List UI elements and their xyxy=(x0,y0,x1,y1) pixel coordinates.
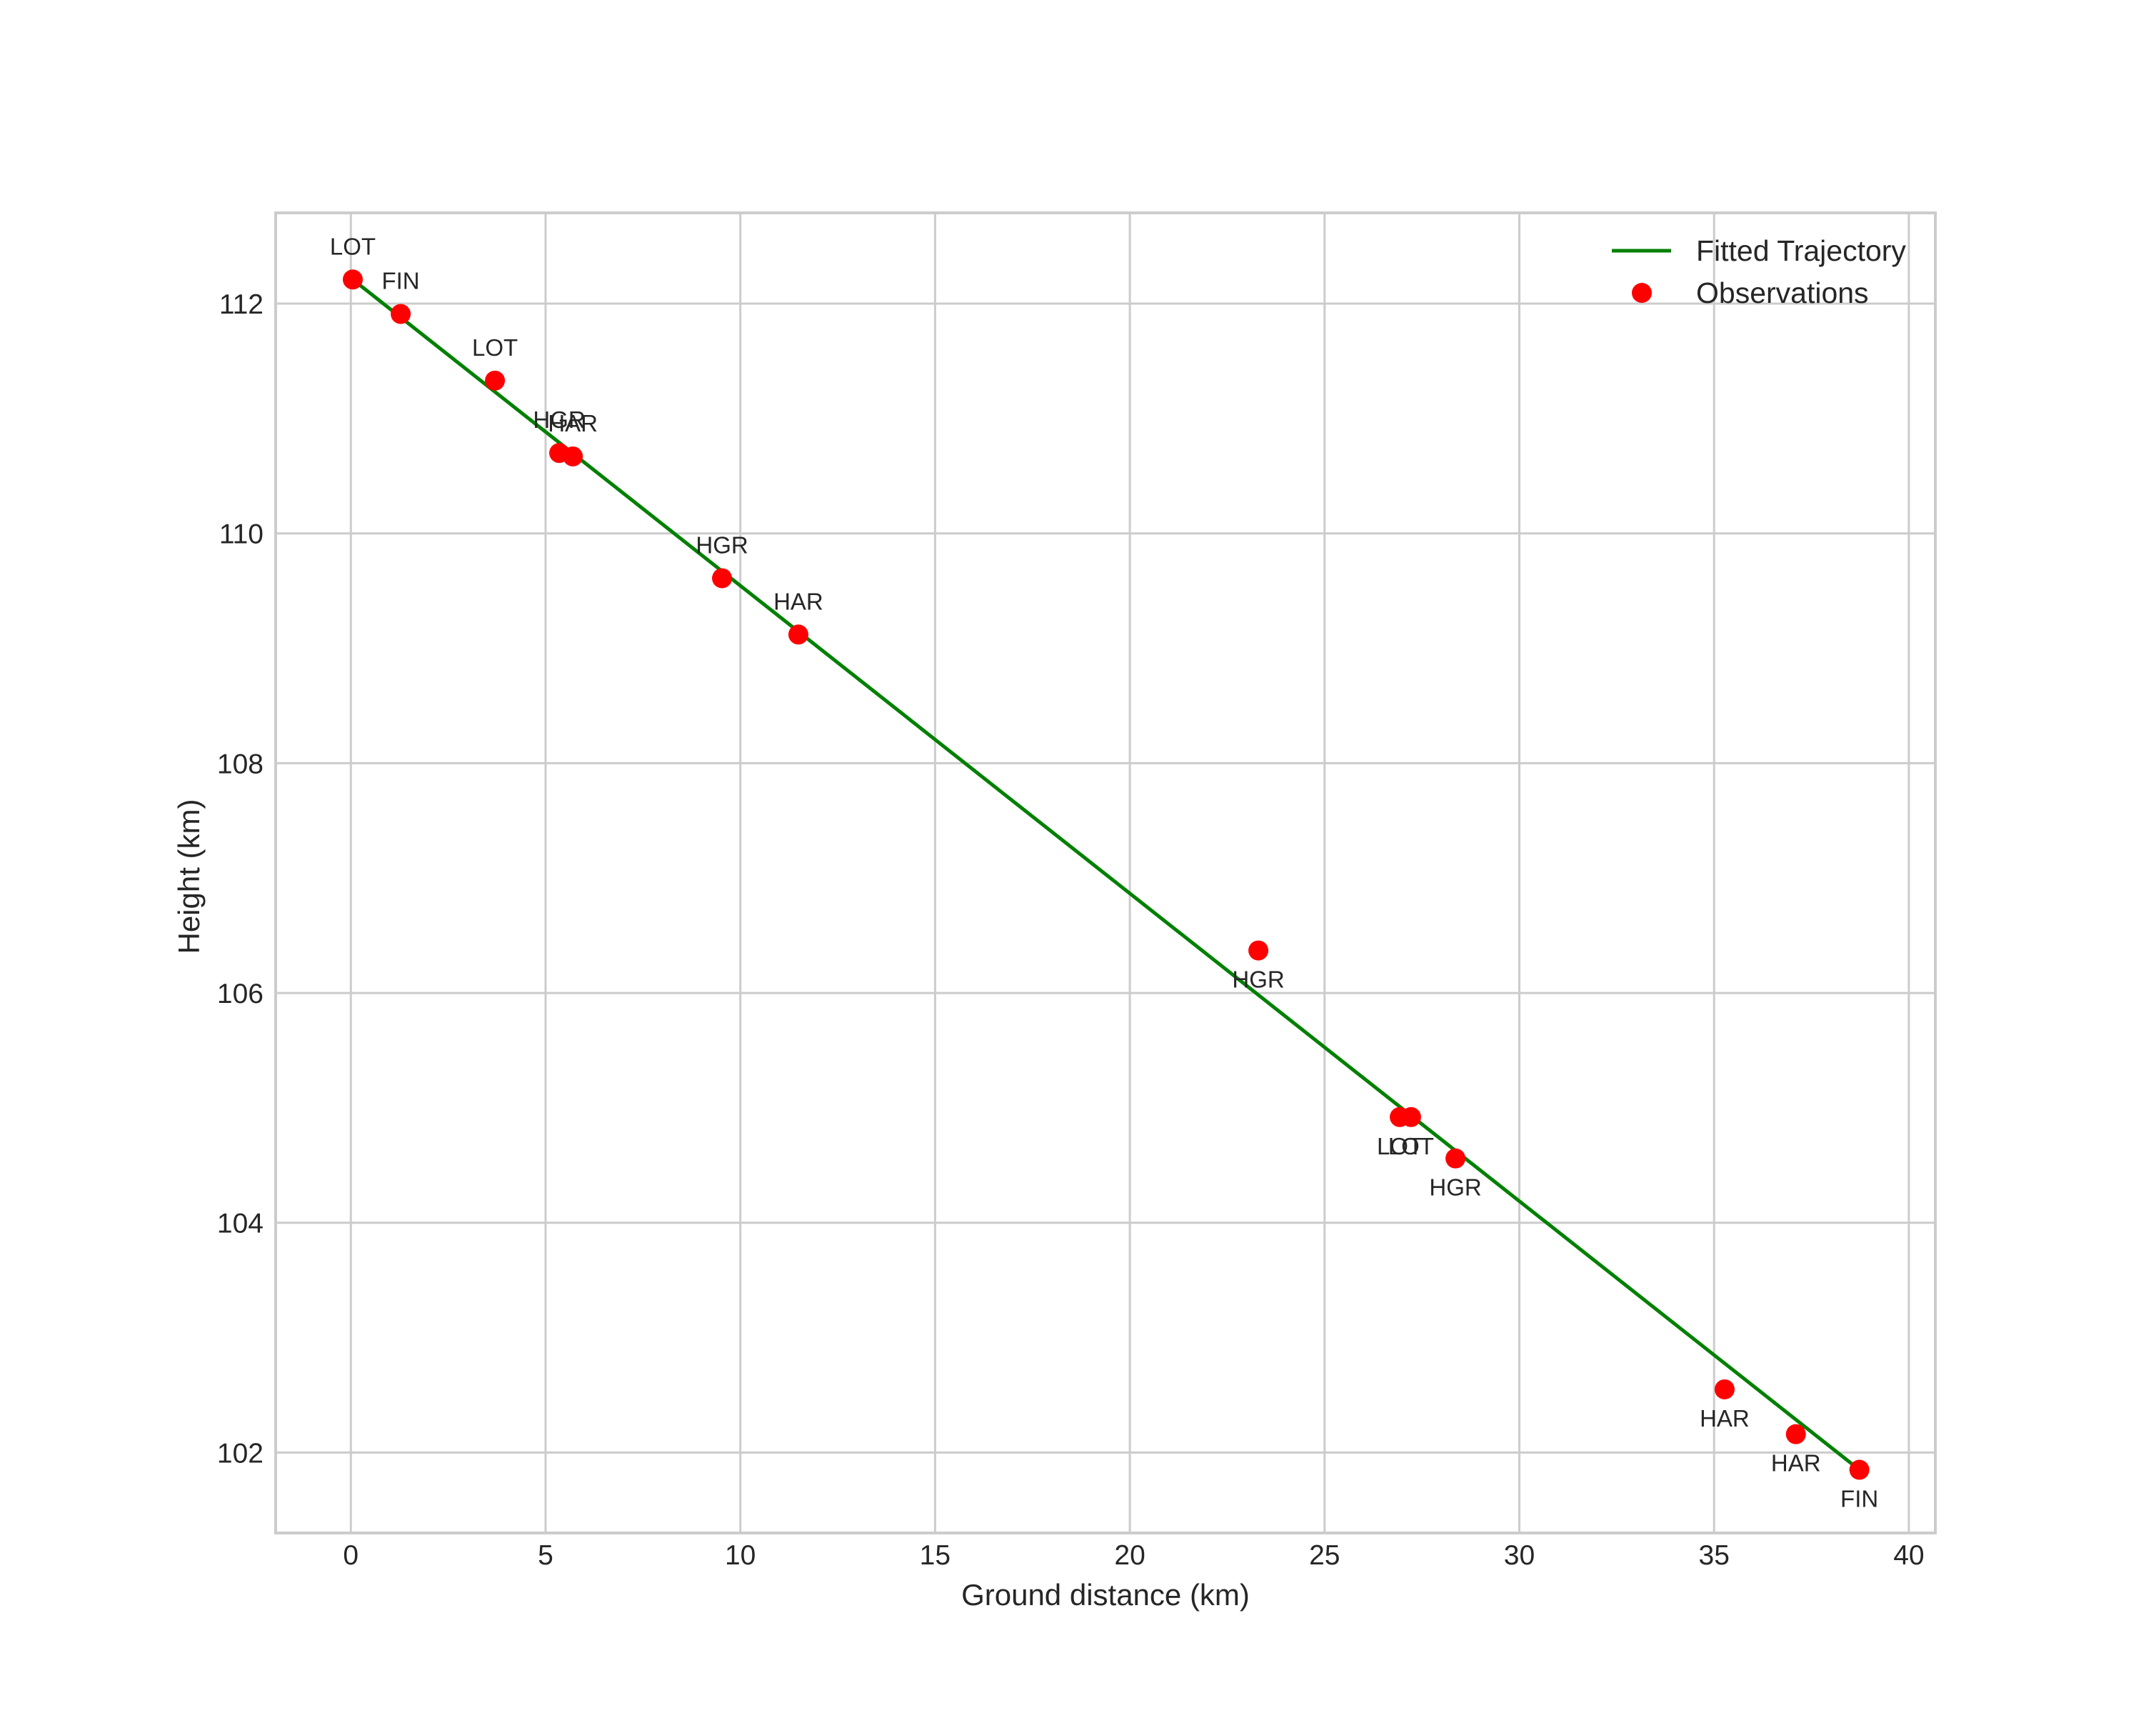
station-label: LOT xyxy=(1377,1133,1423,1159)
station-label: HGR xyxy=(533,406,585,433)
observation-point xyxy=(485,370,506,391)
y-tick-label: 102 xyxy=(217,1438,264,1469)
x-tick-label: 35 xyxy=(1699,1540,1730,1571)
y-tick-label: 104 xyxy=(217,1209,264,1239)
y-axis-label: Height (km) xyxy=(172,799,206,954)
station-label: HGR xyxy=(696,531,748,558)
observation-points xyxy=(342,269,1870,1480)
station-label: FIN xyxy=(381,268,419,294)
observation-point xyxy=(391,304,411,324)
x-tick-label: 10 xyxy=(725,1540,756,1571)
station-label: LOT xyxy=(330,233,376,259)
legend: Fitted Trajectory Observations xyxy=(1612,234,1906,309)
x-tick-label: 5 xyxy=(538,1540,553,1571)
legend-label-observations: Observations xyxy=(1696,276,1869,309)
station-annotations: LOTFINLOTHGRHARHGRHARHGRLOTLOTHGRHARHARF… xyxy=(330,233,1878,1512)
x-tick-label: 30 xyxy=(1504,1540,1535,1571)
observation-point xyxy=(1248,940,1269,961)
observation-point xyxy=(712,568,733,589)
y-tick-label: 106 xyxy=(217,979,264,1009)
station-label: HGR xyxy=(1429,1174,1481,1201)
x-tick-label: 25 xyxy=(1309,1540,1340,1571)
station-label: LOT xyxy=(472,334,518,361)
y-tick-label: 112 xyxy=(219,289,264,320)
plot-area: LOTFINLOTHGRHARHGRHARHGRLOTLOTHGRHARHARF… xyxy=(274,211,1937,1534)
station-label: HAR xyxy=(773,588,823,614)
observation-point xyxy=(563,446,583,466)
legend-label-fitted-trajectory: Fitted Trajectory xyxy=(1696,234,1906,267)
observation-point xyxy=(1400,1107,1421,1127)
station-label: HGR xyxy=(1232,967,1284,993)
station-label: HAR xyxy=(1771,1450,1821,1477)
y-tick-label: 108 xyxy=(217,749,264,779)
x-tick-labels: 0 5 10 15 20 25 30 35 40 xyxy=(343,1540,1924,1571)
legend-marker-swatch xyxy=(1632,283,1652,303)
observation-point xyxy=(1714,1379,1735,1399)
x-axis-label: Ground distance (km) xyxy=(961,1578,1250,1612)
station-label: LOT xyxy=(1388,1133,1434,1159)
observation-point xyxy=(1785,1424,1806,1444)
x-gridlines xyxy=(349,213,1910,1533)
axes-frame xyxy=(274,211,1937,1534)
observation-point xyxy=(788,624,808,645)
x-tick-label: 0 xyxy=(343,1540,359,1571)
fitted-trajectory-line xyxy=(351,278,1861,1472)
observation-point xyxy=(1849,1459,1870,1480)
x-tick-label: 40 xyxy=(1893,1540,1924,1571)
station-label: HAR xyxy=(1700,1405,1750,1432)
station-label: HAR xyxy=(548,410,598,436)
y-tick-labels: 102 104 106 108 110 112 xyxy=(217,289,264,1469)
x-tick-label: 20 xyxy=(1114,1540,1145,1571)
x-tick-label: 15 xyxy=(920,1540,951,1571)
observation-point xyxy=(342,269,363,290)
y-gridlines xyxy=(276,302,1935,1454)
station-label: FIN xyxy=(1840,1486,1878,1512)
observation-point xyxy=(1445,1148,1466,1169)
y-tick-label: 110 xyxy=(219,519,264,550)
